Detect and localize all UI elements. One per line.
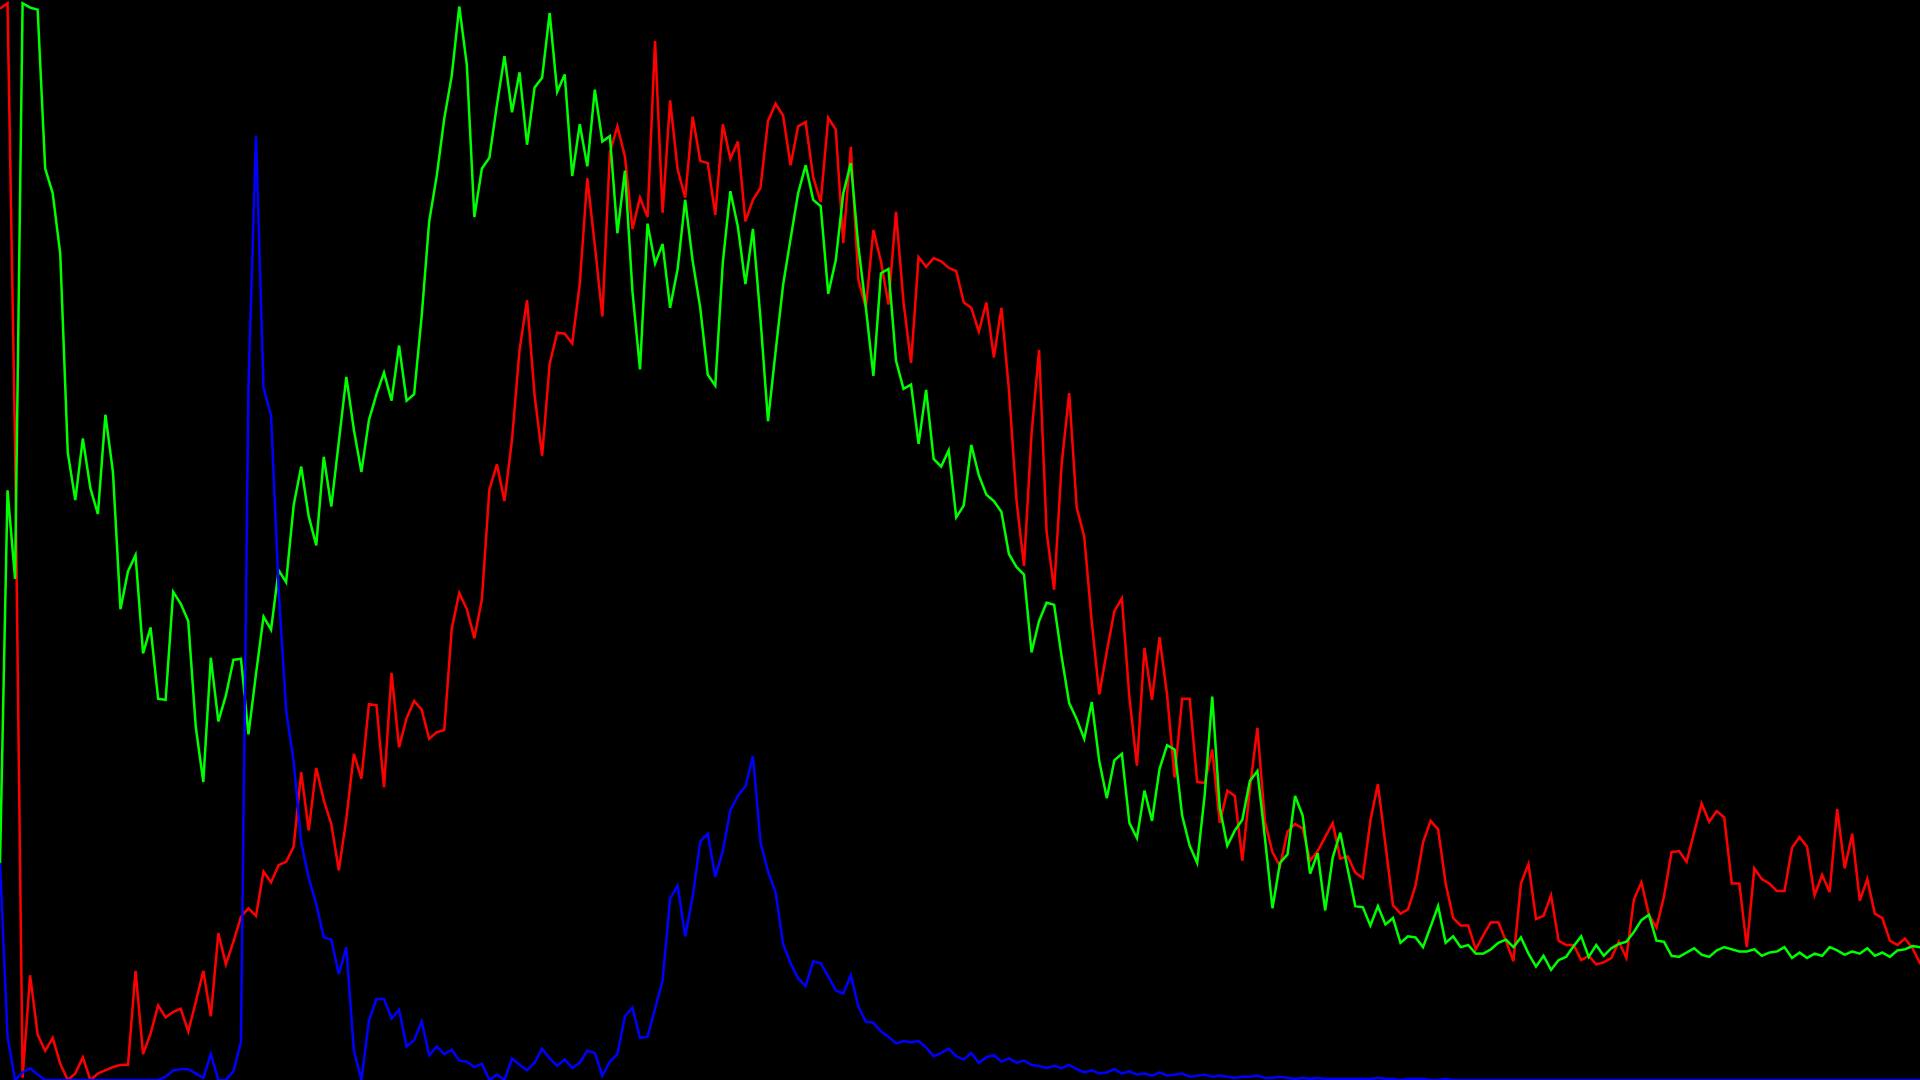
series-green-group [0,1,1920,973]
series-blue-line [0,136,1920,1080]
series-green-line [0,1,1920,973]
series-blue-group [0,136,1920,1080]
